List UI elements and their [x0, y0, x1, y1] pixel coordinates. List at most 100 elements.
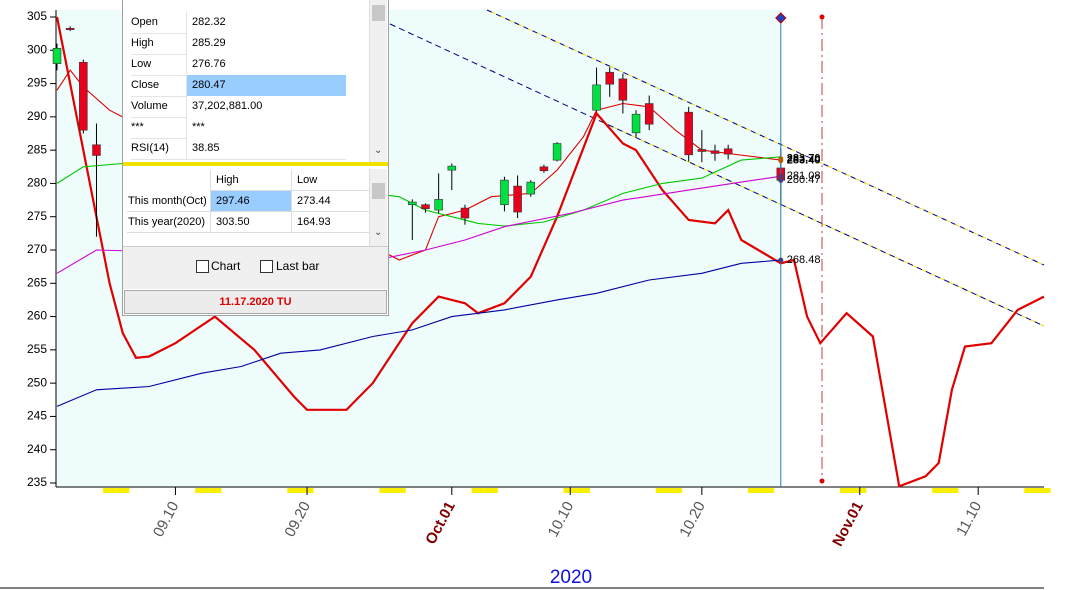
candle-body [710, 150, 720, 154]
candle-body [460, 207, 470, 219]
y-tick-label: 245 [27, 409, 47, 423]
price-tag-marker [778, 177, 784, 183]
price-tag-marker [778, 257, 784, 263]
candle-body [52, 47, 62, 64]
scroll-thumb[interactable] [372, 5, 385, 21]
candle-body [539, 166, 549, 172]
row-label: Close [131, 75, 186, 97]
candle-body [644, 103, 654, 125]
y-tick-label: 280 [27, 176, 47, 190]
x-tick-label: 10.20 [676, 499, 709, 540]
projection-marker [819, 14, 825, 20]
candle-body [92, 144, 101, 156]
weekend-marker [471, 488, 485, 493]
projection-marker [819, 478, 825, 484]
weekend-marker [1024, 488, 1038, 493]
checkbox[interactable] [196, 260, 209, 273]
indicator-line [56, 259, 781, 407]
options-bar: Chart Last bar [123, 246, 388, 289]
checkbox-label[interactable]: Chart [211, 259, 241, 273]
scrollbar[interactable]: ⌄ [369, 0, 387, 162]
period-label: This month(Oct) [127, 191, 210, 212]
trend-line [599, 120, 1045, 327]
candle-body [605, 71, 614, 85]
candle-body [723, 148, 733, 155]
row-value: 282.32 [186, 12, 346, 34]
y-tick-label: 305 [27, 9, 47, 23]
indicator-line [55, 16, 1045, 488]
cursor-marker [775, 12, 787, 24]
row-label: High [131, 33, 186, 55]
scroll-arrow[interactable]: ⌄ [374, 227, 383, 238]
price-tag: 280.47 [787, 174, 821, 186]
trend-line [486, 9, 1045, 266]
row-value: 276.76 [186, 54, 346, 76]
candle-body [513, 185, 522, 213]
chart-layer: 235 240 245 250 255 260 265 270 275 280 285 290 295 3… [27, 9, 1051, 549]
trend-line [486, 9, 1045, 266]
checkbox[interactable] [260, 260, 273, 273]
period-value: 303.50 [210, 212, 292, 233]
weekend-marker [576, 488, 590, 493]
y-tick-label: 275 [27, 209, 47, 223]
weekend-marker [761, 488, 775, 493]
price-tag: 283.40 [787, 155, 821, 167]
price-tag: 283.70 [787, 153, 821, 165]
weekend-marker [103, 488, 117, 493]
scroll-thumb[interactable] [372, 183, 385, 199]
row-label: Open [131, 12, 186, 34]
x-axis-label: 2020 [550, 567, 592, 588]
price-tag: 268.48 [787, 254, 821, 266]
y-tick-label: 250 [27, 375, 47, 389]
row-label: Volume [131, 96, 186, 118]
checkbox-label[interactable]: Last bar [276, 259, 320, 273]
candle-body [684, 111, 693, 156]
x-tick-label: 09.10 [150, 499, 183, 540]
row-label: RSI(14) [131, 138, 186, 160]
weekend-marker [747, 488, 762, 493]
weekend-marker [392, 488, 406, 493]
splitter[interactable] [123, 162, 388, 166]
y-tick-label: 270 [27, 242, 47, 256]
candle-body [526, 181, 536, 195]
row-value: 285.29 [186, 33, 346, 55]
row-value: *** [186, 117, 346, 139]
y-tick-label: 295 [27, 76, 47, 90]
candle-body [631, 113, 641, 134]
price-tag-marker [778, 173, 784, 179]
period-value: 273.44 [291, 191, 373, 212]
weekend-marker [945, 488, 959, 493]
y-tick-label: 265 [27, 275, 47, 289]
scrollbar[interactable]: ⌄ [369, 169, 387, 246]
candle-body [447, 165, 457, 171]
candle-body [79, 61, 88, 131]
weekend-marker [932, 488, 946, 493]
weekend-marker [379, 488, 393, 493]
candle-body [421, 204, 430, 210]
price-tag: 281.08 [787, 170, 821, 182]
row-value: 38.85 [186, 138, 346, 160]
column-header: High [210, 170, 292, 191]
weekend-marker [484, 488, 498, 493]
x-tick-label: 09.20 [281, 499, 314, 540]
y-tick-label: 290 [27, 109, 47, 123]
row-label: *** [131, 117, 186, 139]
x-tick-label: 11.10 [953, 499, 985, 539]
x-tick-label: Oct.01 [422, 499, 459, 547]
y-tick-label: 240 [27, 442, 47, 456]
y-tick-label: 260 [27, 309, 47, 323]
candle-body [500, 179, 509, 206]
row-value: 37,202,881.00 [186, 96, 346, 118]
weekend-marker [195, 488, 209, 493]
period-value: 164.93 [291, 212, 373, 233]
info-panel: Open 282.32 High 285.29 Low 276.76 Close 280.47… [122, 0, 389, 316]
period-label: This year(2020) [127, 212, 210, 233]
weekend-marker [840, 488, 854, 493]
price-tag-marker [778, 158, 784, 164]
y-tick-label: 235 [27, 475, 47, 489]
candle-body [552, 143, 562, 161]
y-tick-label: 300 [27, 42, 47, 56]
weekend-marker [655, 488, 669, 493]
scroll-arrow[interactable]: ⌄ [374, 145, 383, 156]
row-label: Low [131, 54, 186, 76]
